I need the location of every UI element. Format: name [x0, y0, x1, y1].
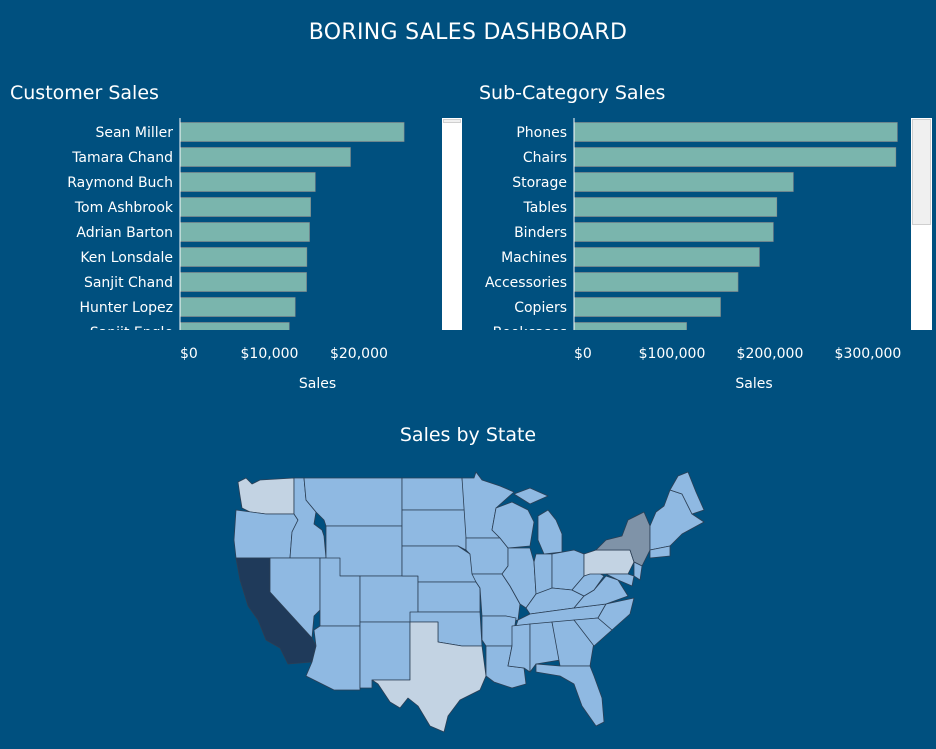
- state-new-mexico[interactable]: [359, 621, 411, 689]
- subcategory-sales-category-label: Copiers: [514, 300, 567, 316]
- subcategory-sales-x-tick-label: $300,000: [835, 346, 902, 362]
- state-colorado[interactable]: [359, 575, 419, 623]
- subcategory-sales-bar[interactable]: [573, 322, 687, 342]
- customer-sales-category-label: Hunter Lopez: [79, 300, 173, 316]
- customer-sales-x-axis-label: Sales: [299, 376, 336, 392]
- customer-sales-x-tick-label: $10,000: [241, 346, 299, 362]
- customer-sales-bar[interactable]: [179, 297, 296, 317]
- state-montana[interactable]: [303, 477, 403, 527]
- subcategory-sales-x-tick-label: $100,000: [639, 346, 706, 362]
- state-connecticut-ri[interactable]: [649, 545, 671, 559]
- state-michigan[interactable]: [513, 487, 563, 555]
- customer-sales-category-label: Sanjit Chand: [84, 275, 173, 291]
- sales-by-state-map[interactable]: [230, 470, 710, 735]
- subcategory-sales-bar[interactable]: [573, 222, 774, 242]
- state-north-carolina[interactable]: [597, 597, 635, 631]
- subcategory-sales-scrollbar[interactable]: [911, 118, 932, 330]
- state-north-dakota[interactable]: [401, 477, 467, 511]
- state-alabama[interactable]: [529, 621, 561, 673]
- customer-sales-bar[interactable]: [179, 122, 405, 142]
- subcategory-sales-x-tick-label: $0: [574, 346, 592, 362]
- subcategory-sales-bar[interactable]: [573, 122, 898, 142]
- state-kansas[interactable]: [417, 581, 481, 613]
- state-iowa[interactable]: [465, 537, 509, 575]
- customer-sales-bar[interactable]: [179, 172, 316, 192]
- subcategory-sales-x-axis-label: Sales: [735, 376, 772, 392]
- subcategory-sales-category-label: Storage: [512, 175, 567, 191]
- state-arizona[interactable]: [305, 625, 361, 691]
- state-texas[interactable]: [371, 621, 487, 733]
- state-wisconsin[interactable]: [491, 501, 535, 549]
- customer-sales-scrollbar[interactable]: [442, 118, 462, 330]
- subcategory-sales-category-label: Machines: [501, 250, 567, 266]
- subcategory-sales-x-tick-label: $200,000: [737, 346, 804, 362]
- state-new-jersey[interactable]: [633, 561, 643, 581]
- dashboard-title: BORING SALES DASHBOARD: [308, 20, 628, 45]
- subcategory-sales-chart: Phones Chairs Storage Tables Binders Machines…: [485, 118, 902, 392]
- subcategory-sales-bar[interactable]: [573, 197, 778, 217]
- state-illinois[interactable]: [501, 547, 537, 609]
- subcategory-sales-category-label: Binders: [514, 225, 567, 241]
- customer-sales-bar[interactable]: [179, 247, 308, 267]
- state-washington[interactable]: [237, 477, 295, 515]
- customer-sales-scroll-thumb[interactable]: [443, 119, 461, 123]
- customer-sales-title: Customer Sales: [10, 82, 159, 104]
- subcategory-sales-title: Sub-Category Sales: [479, 82, 666, 104]
- subcategory-sales-bar[interactable]: [573, 147, 897, 167]
- customer-sales-category-label: Tom Ashbrook: [74, 200, 174, 216]
- subcategory-sales-category-label: Accessories: [485, 275, 567, 291]
- customer-sales-bar[interactable]: [179, 197, 311, 217]
- customer-sales-category-label: Sanjit Engle: [90, 325, 173, 341]
- state-maine[interactable]: [669, 471, 705, 515]
- state-arkansas[interactable]: [481, 615, 517, 647]
- subcategory-sales-bar[interactable]: [573, 297, 721, 317]
- subcategory-sales-bar[interactable]: [573, 247, 760, 267]
- state-pennsylvania[interactable]: [583, 549, 635, 577]
- customer-sales-category-label: Ken Lonsdale: [80, 250, 173, 266]
- customer-sales-category-label: Sean Miller: [95, 125, 173, 141]
- subcategory-sales-bar[interactable]: [573, 272, 739, 292]
- customer-sales-x-tick-label: $20,000: [330, 346, 388, 362]
- state-oregon[interactable]: [233, 509, 299, 559]
- customer-sales-category-label: Tamara Chand: [71, 150, 173, 166]
- subcategory-sales-bar[interactable]: [573, 172, 794, 192]
- subcategory-sales-category-label: Bookcases: [493, 325, 567, 341]
- customer-sales-category-label: Adrian Barton: [76, 225, 173, 241]
- customer-sales-bar[interactable]: [179, 147, 351, 167]
- customer-sales-bar[interactable]: [179, 222, 310, 242]
- state-indiana[interactable]: [533, 553, 553, 595]
- subcategory-sales-category-label: Tables: [523, 200, 568, 216]
- sales-by-state-title: Sales by State: [399, 424, 537, 446]
- customer-sales-bar[interactable]: [179, 272, 307, 292]
- state-south-dakota[interactable]: [401, 509, 467, 551]
- customer-sales-bar[interactable]: [179, 322, 290, 342]
- state-maryland-delaware[interactable]: [605, 573, 635, 587]
- state-florida[interactable]: [535, 663, 605, 727]
- subcategory-sales-scroll-thumb[interactable]: [912, 119, 931, 225]
- customer-sales-category-label: Raymond Buch: [67, 175, 173, 191]
- subcategory-sales-category-label: Phones: [516, 125, 567, 141]
- customer-sales-x-tick-label: $0: [180, 346, 198, 362]
- subcategory-sales-category-label: Chairs: [523, 150, 567, 166]
- customer-sales-chart: Sean Miller Tamara Chand Raymond Buch Tom A…: [67, 118, 405, 392]
